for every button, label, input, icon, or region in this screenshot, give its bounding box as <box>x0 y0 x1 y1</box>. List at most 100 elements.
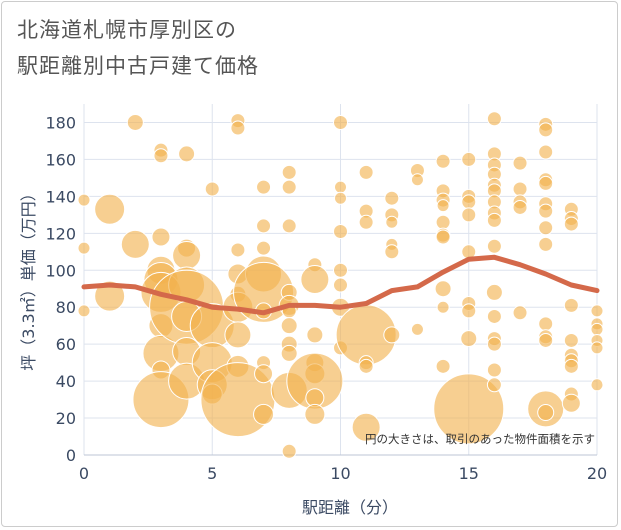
bubble-point <box>333 223 348 239</box>
bubble-point <box>538 316 554 332</box>
bubble-point <box>280 317 298 335</box>
x-axis-label: 駅距離（分） <box>302 498 398 517</box>
bubble-point <box>486 377 502 393</box>
bubble-point <box>178 145 196 163</box>
bubble-point <box>461 207 477 223</box>
bubble-point <box>563 332 579 348</box>
y-tick-label: 140 <box>45 187 76 206</box>
bubble-point <box>537 404 555 422</box>
bubble-point <box>204 181 220 197</box>
bubble-point <box>120 229 150 259</box>
bubble-point <box>486 111 502 127</box>
bubble-point <box>563 358 579 374</box>
tick-labels: 0 20 40 60 80 100 120 140 160 180 0 5 10 15 20 <box>45 113 607 483</box>
bubble-point <box>333 262 348 278</box>
bubble-point <box>153 148 169 164</box>
y-tick-label: 0 <box>66 446 76 465</box>
bubble-point <box>224 321 252 349</box>
bubble-point <box>94 193 126 225</box>
bubble-point <box>358 358 374 374</box>
bubble-point <box>77 241 91 255</box>
bubble-point <box>126 113 144 131</box>
bubble-point <box>590 378 604 392</box>
bubble-point <box>230 120 246 136</box>
chart-title-line-2: 駅距離別中古戸建て価格 <box>17 54 259 78</box>
trend-line <box>81 254 600 316</box>
bubble-point <box>383 326 401 344</box>
bubble-point <box>538 203 554 219</box>
bubble-point <box>590 304 604 318</box>
x-tick-label: 15 <box>459 464 479 483</box>
bubble-size-note: 円の大きさは、取引のあった物件面積を示す <box>365 432 595 446</box>
bubble-point <box>512 305 528 321</box>
bubble-point <box>486 336 502 352</box>
y-tick-label: 120 <box>45 224 76 243</box>
bubble-point <box>563 216 579 232</box>
bubble-point <box>435 214 451 230</box>
bubble-point <box>281 218 297 234</box>
x-tick-label: 10 <box>330 464 350 483</box>
x-tick-label: 0 <box>79 464 89 483</box>
bubble-point <box>590 322 604 336</box>
y-tick-label: 180 <box>45 113 76 132</box>
y-tick-label: 100 <box>45 261 76 280</box>
bubble-point <box>304 403 326 425</box>
bubble-point <box>254 364 274 384</box>
bubble-point <box>538 332 554 348</box>
bubble-point <box>306 326 324 344</box>
bubble-point <box>384 244 400 260</box>
bubble-point <box>300 265 330 294</box>
bubble-point <box>230 242 246 258</box>
bubble-point <box>256 179 272 195</box>
bubble-point <box>384 190 400 206</box>
bubble-point <box>172 240 202 270</box>
bubble-point <box>512 155 528 171</box>
bubble-point <box>333 114 348 130</box>
bubble-point <box>256 240 272 256</box>
bubble-point <box>486 362 502 378</box>
bubble-point <box>486 212 502 228</box>
bubble-point <box>256 218 272 234</box>
bubble-point <box>280 344 298 362</box>
bubble-point <box>253 403 275 425</box>
bubble-point <box>434 280 452 298</box>
bubble-point <box>538 236 554 252</box>
bubble-point <box>460 330 478 348</box>
bubble-point <box>485 283 503 301</box>
y-tick-label: 40 <box>56 372 76 391</box>
bubble-point <box>563 297 579 313</box>
bubble-point <box>486 238 502 254</box>
bubble-point <box>410 173 424 187</box>
bubble-point <box>486 308 502 324</box>
bubble-point <box>461 194 477 210</box>
bubble-point <box>151 227 171 247</box>
bubble-point <box>77 304 91 318</box>
bubble-point <box>538 220 554 236</box>
bubble-point <box>410 322 424 336</box>
bubble-point <box>358 164 374 180</box>
bubble-point <box>435 229 451 245</box>
y-tick-label: 20 <box>56 409 76 428</box>
y-tick-label: 60 <box>56 335 76 354</box>
bubble-point <box>281 164 297 180</box>
bubble-point <box>512 199 528 215</box>
bubble-point <box>538 175 554 191</box>
bubble-point <box>281 179 297 195</box>
y-tick-label: 80 <box>56 298 76 317</box>
bubble-point <box>334 191 347 205</box>
bubble-point <box>538 144 554 160</box>
chart-title-line-1: 北海道札幌市厚別区の <box>17 18 237 42</box>
bubble-point <box>385 215 399 229</box>
bubble-point <box>461 303 477 319</box>
bubble-point <box>436 199 450 213</box>
x-tick-label: 20 <box>587 464 607 483</box>
bubble-point <box>461 151 477 167</box>
bubble-point <box>561 393 581 413</box>
bubble-point <box>435 358 451 374</box>
bubble-point <box>436 300 450 314</box>
y-tick-label: 160 <box>45 150 76 169</box>
bubble-point <box>333 277 348 293</box>
bubble-layer <box>77 111 604 459</box>
